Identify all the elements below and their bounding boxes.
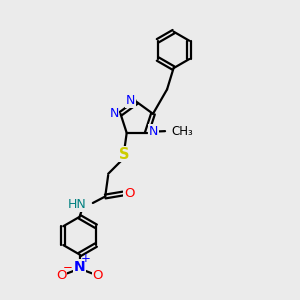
Text: HN: HN — [68, 198, 87, 211]
Text: O: O — [56, 269, 67, 282]
Text: N: N — [74, 260, 85, 274]
Text: O: O — [124, 187, 135, 200]
Text: N: N — [126, 94, 135, 107]
Text: S: S — [119, 147, 130, 162]
Text: N: N — [109, 107, 119, 120]
Text: CH₃: CH₃ — [172, 124, 194, 138]
Text: +: + — [81, 252, 90, 265]
Text: N: N — [148, 124, 158, 138]
Text: −: − — [63, 261, 73, 274]
Text: O: O — [93, 269, 103, 282]
